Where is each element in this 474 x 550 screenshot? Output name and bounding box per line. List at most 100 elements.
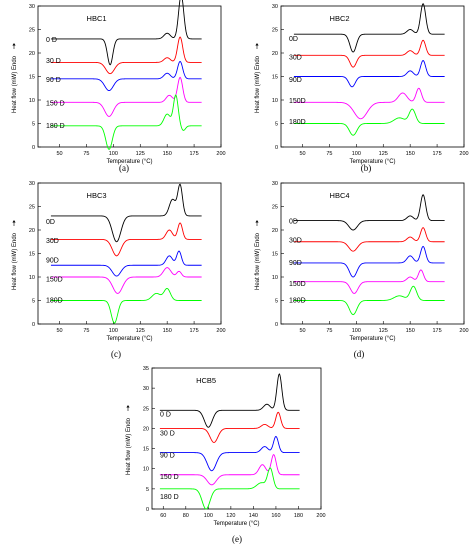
y-axis-label: Heat flow (mW) Endo bbox=[126, 417, 132, 475]
x-tick-label: 200 bbox=[459, 328, 468, 334]
x-tick-label: 150 bbox=[406, 328, 415, 334]
series-label: 30 D bbox=[46, 58, 61, 65]
x-tick-label: 50 bbox=[56, 151, 62, 157]
x-tick-label: 50 bbox=[299, 151, 305, 157]
x-tick-label: 150 bbox=[163, 328, 172, 334]
series-label: 0D bbox=[289, 36, 298, 43]
y-tick-label: 0 bbox=[275, 145, 278, 151]
x-axis-label: Temperature (°C) bbox=[106, 159, 152, 165]
x-tick-label: 150 bbox=[406, 151, 415, 157]
x-tick-label: 175 bbox=[189, 151, 198, 157]
series-label: 0 D bbox=[160, 411, 171, 418]
series-line bbox=[293, 39, 445, 68]
series-label: 180 D bbox=[46, 123, 65, 130]
series-line bbox=[50, 76, 202, 117]
series-line bbox=[293, 285, 445, 316]
plot-frame bbox=[151, 367, 322, 510]
panel-title: HBC4 bbox=[330, 191, 350, 200]
series-label: 180 D bbox=[160, 494, 179, 501]
x-tick-label: 200 bbox=[216, 151, 225, 157]
panel-caption: (a) bbox=[119, 163, 129, 173]
series-label: 150 D bbox=[46, 100, 65, 107]
x-tick-label: 75 bbox=[326, 328, 332, 334]
series-line bbox=[293, 269, 445, 294]
panel-title: HBC2 bbox=[330, 14, 350, 23]
series-label: 30D bbox=[289, 237, 302, 244]
x-axis-label: Temperature (°C) bbox=[349, 159, 395, 165]
panel-caption: (d) bbox=[354, 349, 365, 359]
y-tick-label: 35 bbox=[143, 366, 149, 372]
y-tick-label: 10 bbox=[272, 98, 278, 104]
panel-caption: (c) bbox=[111, 349, 121, 359]
y-tick-label: 10 bbox=[272, 275, 278, 281]
series-label: 90D bbox=[289, 77, 302, 84]
x-tick-label: 180 bbox=[294, 513, 303, 519]
series-line bbox=[293, 194, 445, 231]
y-tick-label: 20 bbox=[272, 228, 278, 234]
y-tick-label: 10 bbox=[143, 467, 149, 473]
series-line bbox=[50, 0, 202, 66]
panel-title: HCB5 bbox=[196, 376, 216, 385]
y-tick-label: 20 bbox=[143, 426, 149, 432]
series-line bbox=[50, 267, 202, 294]
series-label: 180D bbox=[289, 119, 306, 126]
x-tick-label: 125 bbox=[379, 151, 388, 157]
y-tick-label: 5 bbox=[32, 299, 35, 305]
x-tick-label: 75 bbox=[326, 151, 332, 157]
x-tick-label: 120 bbox=[226, 513, 235, 519]
series-label: 0D bbox=[46, 219, 55, 226]
series-line bbox=[293, 227, 445, 252]
x-tick-label: 100 bbox=[109, 328, 118, 334]
panel-3: 50 75 100 125 150 175 200 0 5 10 15 20 25 30 Temperatu… bbox=[12, 181, 226, 359]
y-axis-label: Heat flow (mW) Endo bbox=[12, 232, 18, 290]
series-line bbox=[159, 411, 300, 443]
series-label: 0D bbox=[289, 219, 298, 226]
x-tick-label: 60 bbox=[160, 513, 166, 519]
y-axis-label: Heat flow (mW) Endo bbox=[12, 55, 18, 113]
series-label: 90 D bbox=[46, 77, 61, 84]
panel-caption: (e) bbox=[232, 534, 242, 544]
y-tick-label: 0 bbox=[275, 322, 278, 328]
y-tick-label: 30 bbox=[272, 181, 278, 187]
endo-arrow-head-icon bbox=[255, 220, 259, 223]
x-tick-label: 100 bbox=[352, 328, 361, 334]
endo-arrow-head-icon bbox=[12, 43, 16, 46]
x-tick-label: 125 bbox=[136, 151, 145, 157]
series-line bbox=[50, 36, 202, 75]
y-tick-label: 25 bbox=[29, 205, 35, 211]
series-line bbox=[159, 453, 300, 486]
x-tick-label: 50 bbox=[56, 328, 62, 334]
x-axis-label: Temperature (°C) bbox=[106, 336, 152, 342]
series-line bbox=[159, 373, 300, 428]
endo-arrow-head-icon bbox=[12, 220, 16, 223]
y-tick-label: 20 bbox=[29, 51, 35, 57]
panel-title: HBC3 bbox=[87, 191, 107, 200]
y-tick-label: 30 bbox=[272, 4, 278, 10]
endo-arrow-head-icon bbox=[126, 405, 130, 408]
panel-1: 50 75 100 125 150 175 200 0 5 10 15 20 25 30 Temperatu… bbox=[12, 0, 226, 173]
series-label: 180D bbox=[46, 298, 63, 305]
series-label: 0 D bbox=[46, 37, 57, 44]
series-line bbox=[50, 183, 202, 243]
series-line bbox=[293, 2, 445, 53]
y-tick-label: 5 bbox=[275, 122, 278, 128]
y-tick-label: 20 bbox=[272, 51, 278, 57]
series-label: 150D bbox=[46, 276, 63, 283]
y-axis-label: Heat flow (mW) Endo bbox=[255, 232, 261, 290]
x-tick-label: 50 bbox=[299, 328, 305, 334]
series-line bbox=[293, 245, 445, 278]
series-line bbox=[50, 60, 202, 92]
x-tick-label: 200 bbox=[459, 151, 468, 157]
y-tick-label: 15 bbox=[272, 75, 278, 81]
x-tick-label: 125 bbox=[136, 328, 145, 334]
x-tick-label: 150 bbox=[163, 151, 172, 157]
y-tick-label: 10 bbox=[29, 98, 35, 104]
x-tick-label: 100 bbox=[109, 151, 118, 157]
x-axis-label: Temperature (°C) bbox=[213, 521, 259, 527]
y-tick-label: 15 bbox=[29, 252, 35, 258]
series-label: 90 D bbox=[160, 452, 175, 459]
y-tick-label: 25 bbox=[29, 28, 35, 34]
endo-arrow-head-icon bbox=[255, 43, 259, 46]
x-tick-label: 75 bbox=[83, 328, 89, 334]
